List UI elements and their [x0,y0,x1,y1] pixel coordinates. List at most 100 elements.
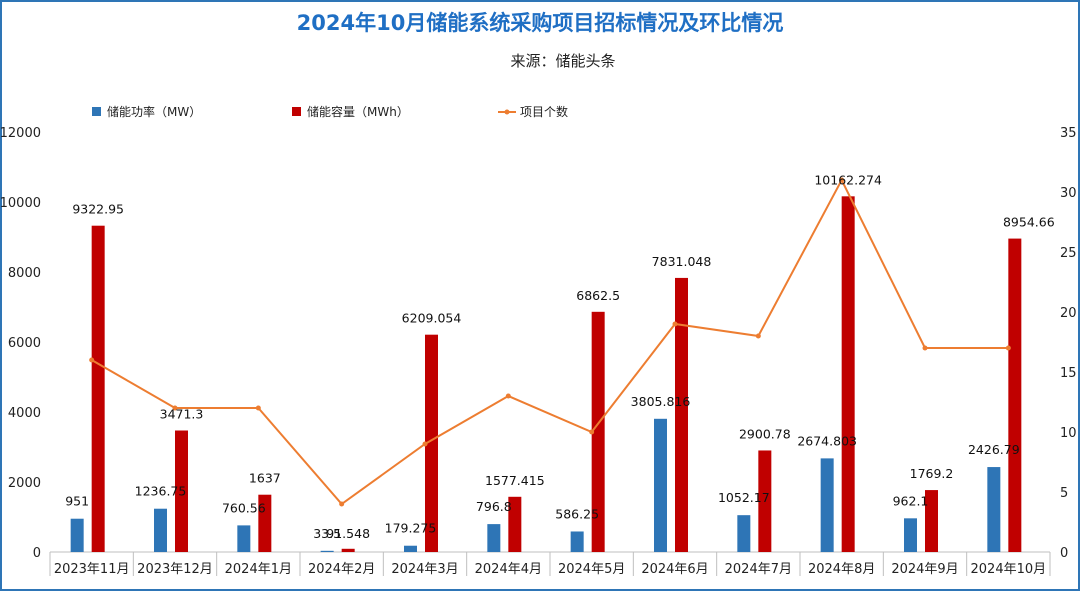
data-label-power: 2674.803 [797,433,857,448]
x-tick-label: 2024年2月 [308,562,375,577]
data-label-power: 2426.79 [968,442,1020,457]
y-left-tick-label: 2000 [8,476,41,491]
legend-swatch [292,107,301,116]
bar-capacity [341,548,355,552]
bar-power [404,545,417,552]
x-tick-label: 2023年11月 [54,562,130,577]
y-left-tick-label: 12000 [0,126,41,141]
bar-capacity [508,496,522,552]
line-point [172,405,178,411]
bar-capacity [675,277,688,552]
line-point [672,321,678,327]
bar-power [237,525,251,552]
bar-capacity [925,490,938,552]
y-left-tick-label: 8000 [8,266,41,281]
y-right-tick-label: 20 [1060,306,1077,321]
bar-power [654,418,667,552]
data-label-capacity: 6862.5 [576,288,620,303]
x-tick-label: 2024年1月 [225,562,292,577]
bar-capacity [841,196,855,552]
bar-power [904,518,917,552]
data-label-capacity: 3471.3 [160,407,204,422]
line-series [89,177,1011,507]
data-label-capacity: 9322.95 [72,202,124,217]
bars [70,196,1022,552]
legend-label: 储能功率（MW） [107,104,201,119]
y-right-tick-label: 10 [1060,426,1077,441]
data-label-capacity: 8954.66 [1003,215,1055,230]
bar-capacity [591,311,605,552]
y-right-tick-label: 35 [1060,126,1077,141]
bar-capacity [425,334,438,552]
x-tick-label: 2024年7月 [725,562,792,577]
data-label-power: 586.25 [555,506,599,521]
data-label-capacity: 2900.78 [739,426,791,441]
chart-subtitle: 来源：储能头条 [510,52,615,70]
data-label-power: 179.275 [385,521,437,536]
data-label-capacity: 7831.048 [652,254,712,269]
x-tick-label: 2023年12月 [137,562,213,577]
bar-capacity [91,225,105,552]
y-right-tick-label: 30 [1060,186,1077,201]
legend-label: 储能容量（MWh） [307,104,409,119]
y-right-tick-label: 25 [1060,246,1077,261]
x-tick-label: 2024年5月 [558,562,625,577]
y-left-tick-label: 0 [33,546,41,561]
bar-capacity [1008,238,1022,552]
chart-title: 2024年10月储能系统采购项目招标情况及环比情况 [297,11,784,35]
line-point [755,333,761,339]
line-point [89,357,95,363]
legend: 储能功率（MW） 储能容量（MWh） 项目个数 [92,104,568,119]
data-label-power: 3805.816 [631,394,691,409]
data-label-power: 951 [65,494,89,509]
data-label-power: 1052.17 [718,490,770,505]
y-left-tick-label: 6000 [8,336,41,351]
x-tick-label: 2024年10月 [971,562,1047,577]
bar-capacity [258,494,272,552]
line-point [1005,345,1011,351]
x-tick-label: 2024年4月 [475,562,542,577]
data-label-capacity: 1637 [249,471,281,486]
legend-marker [504,109,510,115]
line-point [922,345,928,351]
y-right-tick-label: 5 [1060,486,1068,501]
data-labels: 951 9322.95 1236.75 3471.3 760.56 1637 33.591.… [65,172,1054,541]
data-label-power: 962.1 [893,493,929,508]
bar-power [487,524,501,552]
line-point [505,393,511,399]
bar-capacity [175,430,188,552]
bar-power [320,550,334,552]
data-label-capacity: 10162.274 [814,172,882,187]
x-tick-label: 2024年8月 [808,562,875,577]
bar-power [570,531,584,552]
data-label-capacity: 1577.415 [485,473,545,488]
x-tick-label: 2024年9月 [891,562,958,577]
bar-power [154,508,167,552]
axes: 0 2000 4000 6000 8000 10000 12000 0 5 10 15 20 25 30 3… [0,126,1077,577]
y-right-tick-label: 15 [1060,366,1077,381]
legend-label: 项目个数 [520,104,568,119]
x-tick-label: 2024年3月 [391,562,458,577]
line-point [255,405,261,411]
line-point [589,429,595,435]
bar-power [737,515,751,552]
y-left-tick-label: 4000 [8,406,41,421]
bar-power [820,458,834,552]
data-label-power: 1236.75 [135,484,187,499]
data-label-power: 760.56 [222,500,266,515]
bar-power [70,518,84,552]
data-label-capacity: 6209.054 [402,311,462,326]
data-label-capacity: 1769.2 [910,466,954,481]
line-point [422,441,428,447]
legend-swatch [92,107,101,116]
bar-power [987,467,1001,552]
data-label-power: 33.5 [313,526,341,541]
x-tick-label: 2024年6月 [641,562,708,577]
y-left-tick-label: 10000 [0,196,41,211]
line-project-count [91,177,1009,506]
bar-capacity [758,450,772,552]
data-label-capacity: 91.548 [326,526,370,541]
line-point [839,177,845,183]
